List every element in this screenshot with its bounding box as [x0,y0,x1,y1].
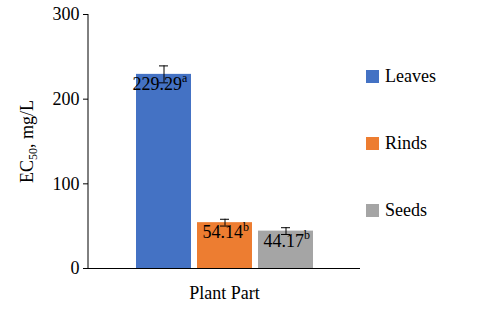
html-text:Rinds: Rinds [385,133,427,153]
svg-text:b: b [304,228,310,242]
svg-text:100: 100 [53,174,80,194]
svg-text:Plant Part: Plant Part [189,283,260,303]
svg-text:0: 0 [71,258,80,278]
svg-text:229.29: 229.29 [133,74,183,94]
svg-text:300: 300 [53,4,80,24]
svg-text:54.14: 54.14 [203,222,244,242]
svg-text:44.17: 44.17 [264,231,305,251]
svg-text:200: 200 [53,89,80,109]
svg-text:b: b [243,220,249,234]
html-text:Leaves: Leaves [385,66,436,86]
svg-text:EC50, mg/L: EC50, mg/L [17,100,40,183]
html-text:Seeds: Seeds [385,200,427,220]
svg-text:a: a [182,71,188,85]
